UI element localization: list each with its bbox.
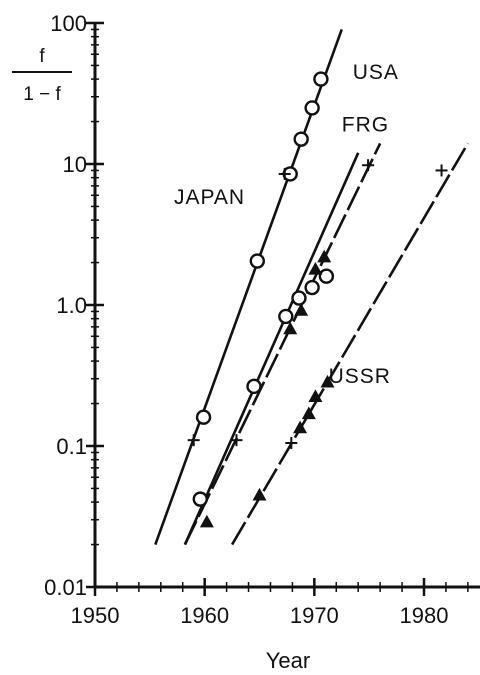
plus-marker-frg <box>362 159 375 172</box>
plus-marker-ussr <box>285 437 298 450</box>
x-tick-label: 1960 <box>180 603 229 628</box>
circle-marker-usa <box>192 491 208 507</box>
triangle-marker-ussr <box>301 406 316 420</box>
triangle-marker-ussr <box>320 374 335 388</box>
data-markers <box>187 71 448 528</box>
circle-marker-japan <box>313 71 329 87</box>
circle-marker-japan <box>249 253 266 269</box>
y-tick-label: 1.0 <box>56 293 87 318</box>
circle-marker-japan <box>304 100 320 116</box>
triangle-marker-frg <box>294 303 309 316</box>
series-label-japan: JAPAN <box>174 186 245 209</box>
circle-marker-usa <box>304 279 320 296</box>
x-tick-label: 1950 <box>71 603 120 628</box>
series-label-frg: FRG <box>342 114 389 137</box>
plus-marker-japan <box>187 434 200 447</box>
circle-marker-japan <box>293 131 309 147</box>
circle-marker-usa <box>318 268 335 284</box>
fit-line-frg <box>183 142 382 546</box>
series-labels: JAPAN USA FRG USSR <box>174 61 399 388</box>
x-tick-label: 1980 <box>400 603 449 628</box>
y-tick-label: 0.01 <box>44 575 87 600</box>
triangle-marker-frg <box>283 321 298 335</box>
axes: 0.01 0.1 1.0 10 100 1950 1960 1970 1980 <box>44 11 480 628</box>
triangle-marker-frg <box>199 514 214 528</box>
triangle-marker-frg <box>308 262 323 275</box>
circle-marker-usa <box>291 290 307 306</box>
circle-marker-usa <box>278 308 294 325</box>
y-axis-label-numerator: f <box>39 46 45 67</box>
y-tick-label: 10 <box>63 152 87 177</box>
triangle-marker-ussr <box>308 389 323 402</box>
triangle-marker-frg <box>317 249 332 263</box>
triangle-marker-ussr <box>293 420 308 434</box>
x-axis-title: Year <box>266 648 310 673</box>
fit-line-ussr <box>230 142 469 546</box>
series-label-usa: USA <box>353 61 399 84</box>
y-tick-label: 100 <box>50 11 87 36</box>
fit-line-usa <box>183 152 360 546</box>
triangle-marker-ussr <box>252 487 267 501</box>
circle-marker-usa <box>246 378 262 395</box>
x-tick-label: 1970 <box>290 603 339 628</box>
y-tick-label: 0.1 <box>56 434 87 459</box>
y-axis-label-denominator: 1 − f <box>23 84 61 105</box>
plus-marker-japan <box>278 167 291 180</box>
plus-marker-ussr <box>435 164 448 177</box>
plus-marker-usa <box>230 434 243 447</box>
circle-marker-japan <box>195 409 212 425</box>
series-label-ussr: USSR <box>329 365 391 388</box>
